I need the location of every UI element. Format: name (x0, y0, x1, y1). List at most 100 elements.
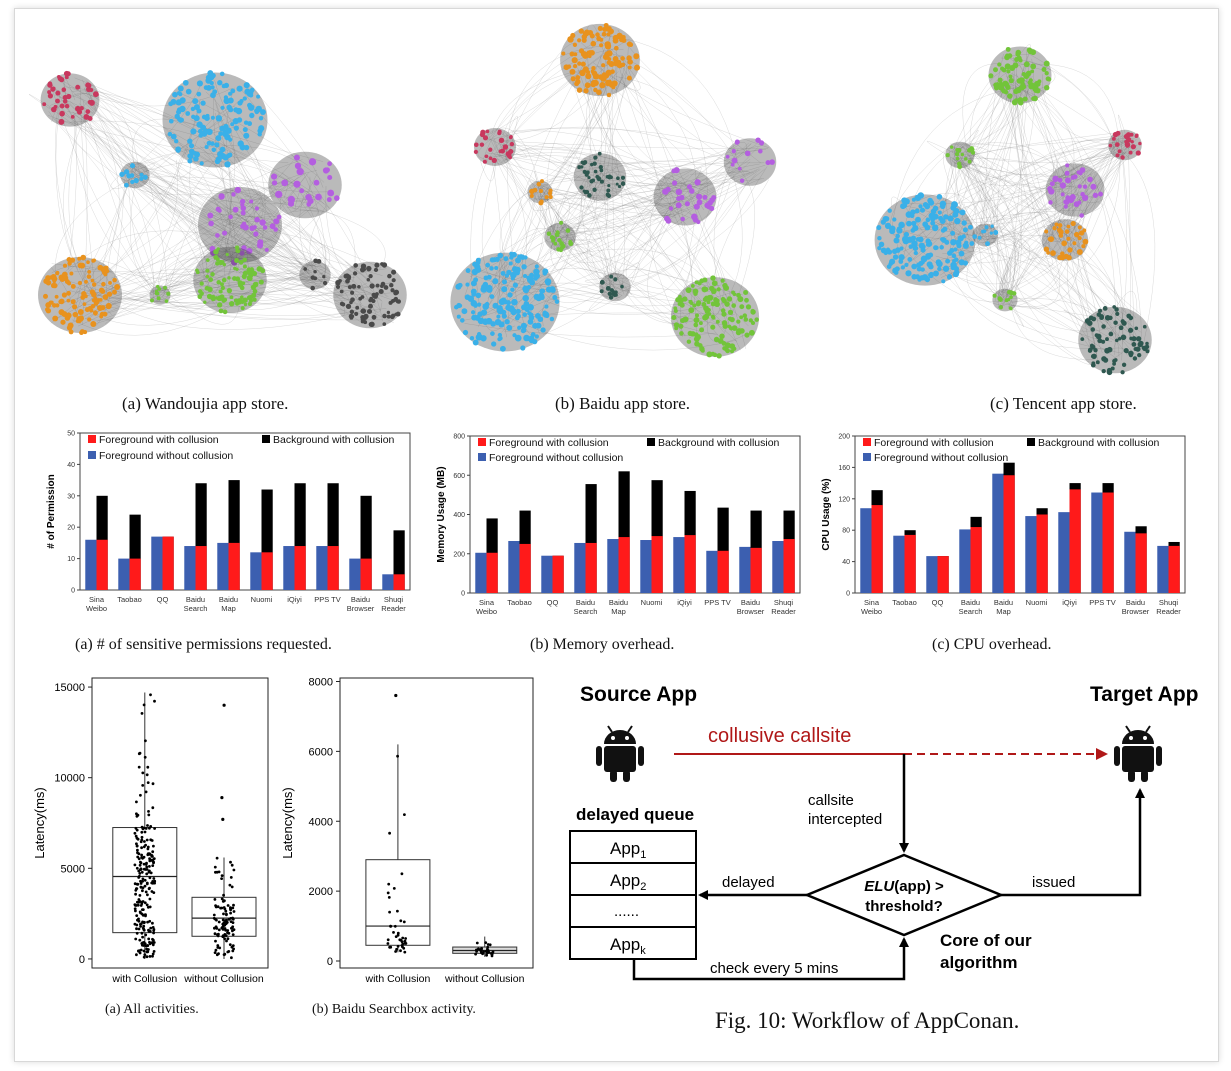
network-node (1115, 153, 1120, 158)
network-edge (156, 247, 251, 292)
network-node (63, 70, 70, 77)
bar-foreground-with-collusion (937, 556, 949, 593)
network-node (563, 64, 570, 71)
jitter-point (136, 851, 139, 855)
network-node (1023, 61, 1030, 68)
network-edge (1058, 144, 1120, 194)
jitter-point (135, 882, 139, 886)
bar-foreground-with-collusion (129, 558, 141, 590)
network-node (217, 302, 223, 308)
network-edge (220, 221, 315, 281)
network-node (251, 269, 255, 274)
x-tick-label: Search (184, 604, 208, 613)
network-edge (969, 155, 995, 243)
network-edge (138, 173, 312, 267)
network-node (758, 148, 763, 154)
network-node (675, 297, 681, 303)
network-edge (561, 222, 609, 294)
network-node (911, 274, 917, 280)
network-node (542, 311, 550, 318)
network-cluster (529, 179, 553, 206)
network-node (930, 220, 936, 226)
callsite-intercepted-label: callsite (808, 792, 854, 809)
network-edge (991, 58, 1035, 238)
network-node (692, 303, 697, 308)
network-edge (208, 214, 315, 272)
network-cluster (972, 224, 999, 247)
network-edge (604, 215, 665, 277)
jitter-point (149, 693, 152, 697)
threshold-decision-diamond (803, 853, 1005, 937)
jitter-point (148, 826, 151, 830)
jitter-point (142, 855, 146, 859)
network-node (582, 160, 588, 165)
network-node (731, 303, 737, 308)
network-node (521, 264, 527, 270)
network-edge (222, 236, 314, 280)
network-node (576, 87, 583, 93)
network-node (981, 229, 985, 234)
network-node (68, 329, 74, 335)
network-node (1049, 181, 1055, 187)
network-node (1117, 336, 1122, 341)
network-edge (1067, 141, 1129, 257)
network-node (296, 168, 304, 176)
network-edge (230, 279, 397, 306)
network-node (508, 305, 515, 313)
network-edge (991, 230, 1099, 322)
network-node (390, 313, 396, 319)
network-edge (695, 141, 747, 181)
network-edge (228, 251, 233, 300)
legend-swatch (478, 453, 486, 461)
network-node (1030, 49, 1037, 56)
network-edge (67, 111, 126, 177)
network-edge (132, 118, 212, 173)
x-tick-label: Nuomi (251, 595, 273, 604)
network-node (697, 343, 703, 348)
jitter-point (138, 910, 142, 914)
network-node (922, 221, 929, 228)
bar-foreground-without-collusion (1058, 512, 1070, 593)
network-edge (897, 209, 1086, 233)
network-node (84, 279, 88, 284)
network-node (327, 161, 332, 167)
network-node (610, 69, 615, 74)
network-node (366, 277, 371, 282)
queue-item-k: Appk (610, 935, 646, 957)
jitter-point (140, 835, 144, 839)
network-node (476, 302, 482, 307)
network-node (262, 225, 268, 230)
network-edge (494, 194, 582, 327)
network-node (199, 281, 204, 286)
bar-background-with-collusion (360, 495, 372, 590)
network-edge (477, 132, 501, 159)
network-node (220, 285, 225, 291)
network-edge (77, 256, 252, 327)
network-node (619, 37, 624, 43)
network-node (878, 241, 885, 248)
network-node (371, 292, 377, 298)
network-node (1008, 77, 1014, 84)
legend-swatch (1027, 438, 1035, 446)
jitter-point (142, 703, 146, 707)
network-node (228, 214, 233, 220)
jitter-point (138, 872, 142, 875)
network-edge (567, 235, 621, 295)
bar-foreground-without-collusion (574, 542, 586, 593)
network-node (949, 248, 955, 254)
bar-foreground-with-collusion (717, 550, 729, 593)
jitter-point (217, 920, 221, 924)
network-node (602, 54, 609, 60)
network-edge (542, 289, 609, 327)
network-node (343, 273, 349, 279)
network-node (942, 226, 948, 232)
network-node (1064, 170, 1070, 176)
network-edge (244, 269, 396, 288)
network-node (170, 98, 177, 105)
network-node (247, 104, 255, 111)
network-edge (539, 192, 686, 336)
network-node (889, 225, 896, 232)
network-edge (581, 176, 606, 294)
jitter-point (232, 910, 236, 913)
network-edge (955, 158, 1056, 173)
